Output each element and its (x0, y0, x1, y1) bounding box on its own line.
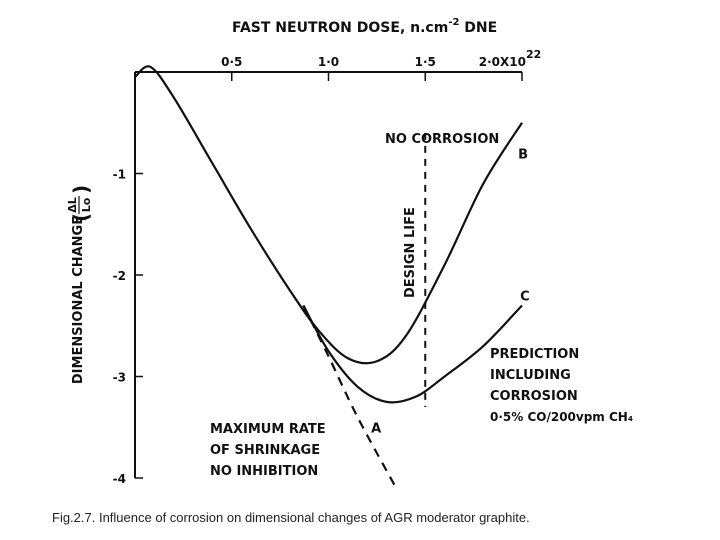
y-tick-label: -2 (113, 269, 126, 283)
prediction-annotation: PREDICTION INCLUDING CORROSION 0·5% CO/2… (490, 347, 633, 424)
y-axis-title: DIMENSIONAL CHANGE ΔL Lo ( ) (66, 185, 93, 384)
series-label-C: C (520, 289, 530, 304)
x-tick-label: 1·5 (415, 55, 436, 69)
svg-text:ΔL: ΔL (66, 197, 79, 213)
y-tick-label: -4 (113, 472, 126, 486)
svg-text:OF SHRINKAGE: OF SHRINKAGE (210, 443, 320, 458)
no-corrosion-label: NO CORROSION (385, 132, 499, 147)
series-label-B: B (518, 147, 528, 162)
x-tick-label: 1·0 (318, 55, 339, 69)
svg-text:CORROSION: CORROSION (490, 389, 578, 404)
svg-text:Lo: Lo (80, 197, 93, 212)
svg-text:NO INHIBITION: NO INHIBITION (210, 464, 318, 479)
series-label-A: A (371, 421, 381, 436)
y-tick-label: -3 (113, 371, 126, 385)
svg-text:PREDICTION: PREDICTION (490, 347, 579, 362)
svg-text:0·5% CO/200vpm CH₄: 0·5% CO/200vpm CH₄ (490, 410, 633, 424)
axis-ticks: 0·5 1·0 1·5 2·0X1022 -1 -2 -3 -4 (113, 48, 542, 486)
svg-text:MAXIMUM RATE: MAXIMUM RATE (210, 422, 326, 437)
svg-text:DIMENSIONAL CHANGE: DIMENSIONAL CHANGE (71, 216, 86, 384)
y-tick-label: -1 (113, 168, 126, 182)
x-tick-label: 0·5 (221, 55, 242, 69)
series-line-B (134, 65, 523, 365)
x-axis-title: FAST NEUTRON DOSE, n.cm-2 DNE (232, 17, 497, 36)
svg-text:): ) (69, 185, 93, 194)
series-layer: A B C (134, 65, 530, 489)
svg-text:INCLUDING: INCLUDING (490, 368, 571, 383)
max-rate-annotation: MAXIMUM RATE OF SHRINKAGE NO INHIBITION (210, 422, 326, 479)
design-life-label: DESIGN LIFE (403, 207, 418, 298)
x-tick-label: 2·0X1022 (479, 48, 542, 69)
svg-text:(: ( (69, 213, 93, 222)
figure-caption: Fig.2.7. Influence of corrosion on dimen… (52, 510, 530, 525)
series-line-C (302, 304, 523, 404)
